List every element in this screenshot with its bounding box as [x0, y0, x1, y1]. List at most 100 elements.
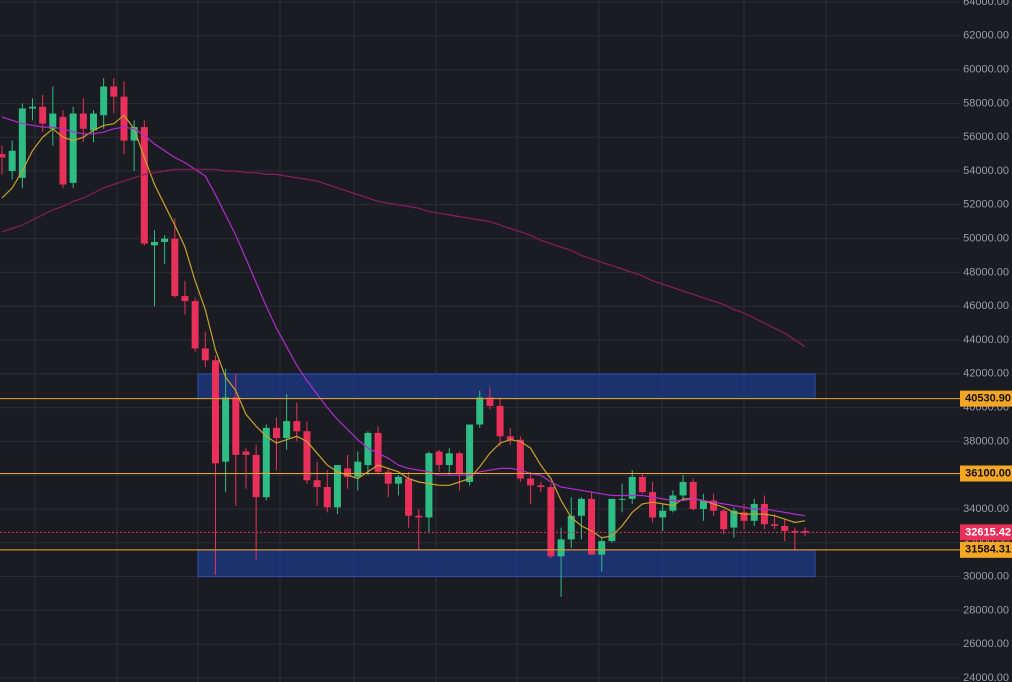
y-tick-label: 48000.00	[963, 266, 1009, 278]
candle-body	[455, 453, 463, 474]
price-label: 40530.90	[965, 393, 1011, 405]
candle-body	[547, 487, 555, 557]
candle-body	[150, 241, 158, 246]
candle-body	[39, 106, 47, 124]
candle-body	[69, 113, 77, 183]
candle-body	[161, 238, 169, 242]
candle-body	[476, 397, 484, 425]
candle-body	[232, 397, 240, 455]
candle-body	[313, 480, 321, 488]
candle-body	[608, 498, 616, 542]
price-label: 31584.31	[965, 544, 1011, 556]
candle-body	[486, 397, 494, 406]
candle-body	[293, 421, 301, 432]
candle-body	[0, 154, 6, 158]
moving-average	[1, 114, 806, 539]
candle-body	[628, 476, 636, 499]
candle-body	[28, 106, 36, 109]
candle-body	[730, 510, 738, 528]
price-label-box	[960, 465, 1012, 482]
candle-body	[120, 96, 128, 141]
y-tick-label: 52000.00	[963, 199, 1009, 211]
candle-body	[791, 530, 799, 533]
moving-average	[1, 168, 806, 348]
last-price-label: 32615.42	[965, 526, 1011, 538]
candle-body	[171, 238, 179, 297]
y-tick-label: 42000.00	[963, 368, 1009, 380]
candle-body	[201, 348, 209, 361]
candle-body	[252, 454, 260, 498]
candle-body	[801, 530, 809, 533]
candle-body	[506, 436, 514, 440]
candle-body	[405, 478, 413, 516]
candle-body	[537, 485, 545, 488]
candle-body	[699, 500, 707, 509]
y-tick-label: 44000.00	[963, 334, 1009, 346]
candle-body	[110, 86, 118, 97]
candle-body	[272, 427, 280, 439]
candle-body	[344, 468, 352, 477]
candle-body	[557, 539, 565, 557]
candle-body	[618, 498, 626, 500]
y-tick-label: 58000.00	[963, 97, 1009, 109]
candle-body	[374, 432, 382, 472]
y-tick-label: 64000.00	[963, 0, 1009, 8]
candle-body	[283, 421, 291, 439]
candle-body	[49, 113, 57, 129]
candle-body	[679, 481, 687, 496]
y-tick-label: 30000.00	[963, 571, 1009, 583]
price-label-box	[960, 541, 1012, 558]
candle-body	[323, 487, 331, 508]
candle-body	[689, 481, 697, 509]
y-tick-label: 38000.00	[963, 435, 1009, 447]
candle-body	[527, 478, 535, 486]
y-tick-label: 50000.00	[963, 233, 1009, 245]
candle-body	[771, 524, 779, 526]
last-price-box	[960, 524, 1012, 541]
price-label-box	[960, 390, 1012, 407]
candle-body	[659, 510, 667, 518]
candle-body	[435, 451, 443, 466]
candle-body	[191, 301, 199, 349]
y-tick-label: 28000.00	[963, 604, 1009, 616]
candle-body	[598, 541, 606, 555]
candle-body	[588, 498, 596, 555]
candle-body	[140, 127, 148, 244]
y-tick-label: 46000.00	[963, 300, 1009, 312]
candle-body	[8, 150, 16, 171]
candle-body	[415, 515, 423, 518]
zone	[197, 549, 816, 578]
candle-body	[59, 116, 67, 185]
candle-body	[262, 427, 270, 498]
y-tick-label: 24000.00	[963, 672, 1009, 682]
candle-body	[211, 360, 219, 464]
candle-body	[89, 113, 97, 131]
candle-body	[466, 424, 474, 482]
candle-body	[649, 492, 657, 518]
candle-body	[242, 451, 250, 455]
candle-body	[750, 503, 758, 521]
candle-body	[130, 127, 138, 141]
candle-body	[710, 500, 718, 511]
y-tick-label: 56000.00	[963, 131, 1009, 143]
candle-body	[781, 525, 789, 531]
zone	[197, 373, 816, 400]
candle-body	[181, 296, 189, 302]
price-label: 36100.00	[965, 467, 1011, 479]
moving-average	[1, 116, 806, 517]
y-tick-label: 62000.00	[963, 30, 1009, 42]
y-tick-label: 26000.00	[963, 638, 1009, 650]
candle-body	[79, 113, 87, 129]
candle-body	[567, 515, 575, 540]
candle-body	[100, 86, 108, 116]
candle-body	[669, 495, 677, 511]
candle-body	[18, 108, 26, 178]
candle-body	[638, 476, 646, 493]
y-tick-label: 60000.00	[963, 64, 1009, 76]
y-tick-label: 34000.00	[963, 503, 1009, 515]
candle-body	[354, 461, 362, 477]
candle-body	[445, 453, 453, 466]
candle-body	[496, 405, 504, 437]
